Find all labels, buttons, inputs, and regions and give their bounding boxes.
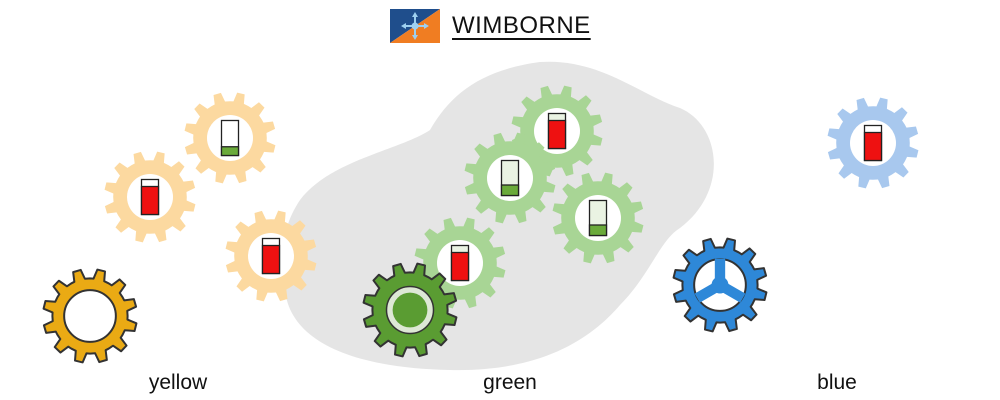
level-full-icon	[450, 244, 470, 282]
level-full-icon	[140, 178, 160, 216]
green-gear-icon	[464, 132, 556, 224]
compass-flag-icon	[390, 9, 440, 43]
green-gear-icon	[552, 172, 644, 264]
group-label-yellow: yellow	[148, 371, 208, 394]
level-low-icon	[500, 159, 520, 197]
yellow-gear-icon	[184, 92, 276, 184]
blue-gear-dark-icon	[672, 237, 768, 333]
group-label-green: green	[483, 371, 537, 394]
level-full-icon	[547, 112, 567, 150]
yellow-gear-dark-icon	[42, 268, 138, 364]
level-low-icon	[588, 199, 608, 237]
page-title: WIMBORNE	[452, 12, 591, 39]
green-gear-dark-icon	[362, 262, 458, 358]
level-full-icon	[261, 237, 281, 275]
level-low-icon	[220, 119, 240, 157]
yellow-gear-icon	[225, 210, 317, 302]
blue-gear-icon	[827, 97, 919, 189]
yellow-gear-icon	[104, 151, 196, 243]
header: WIMBORNE	[390, 8, 591, 44]
level-full-icon	[863, 124, 883, 162]
group-label-blue: blue	[817, 371, 857, 394]
